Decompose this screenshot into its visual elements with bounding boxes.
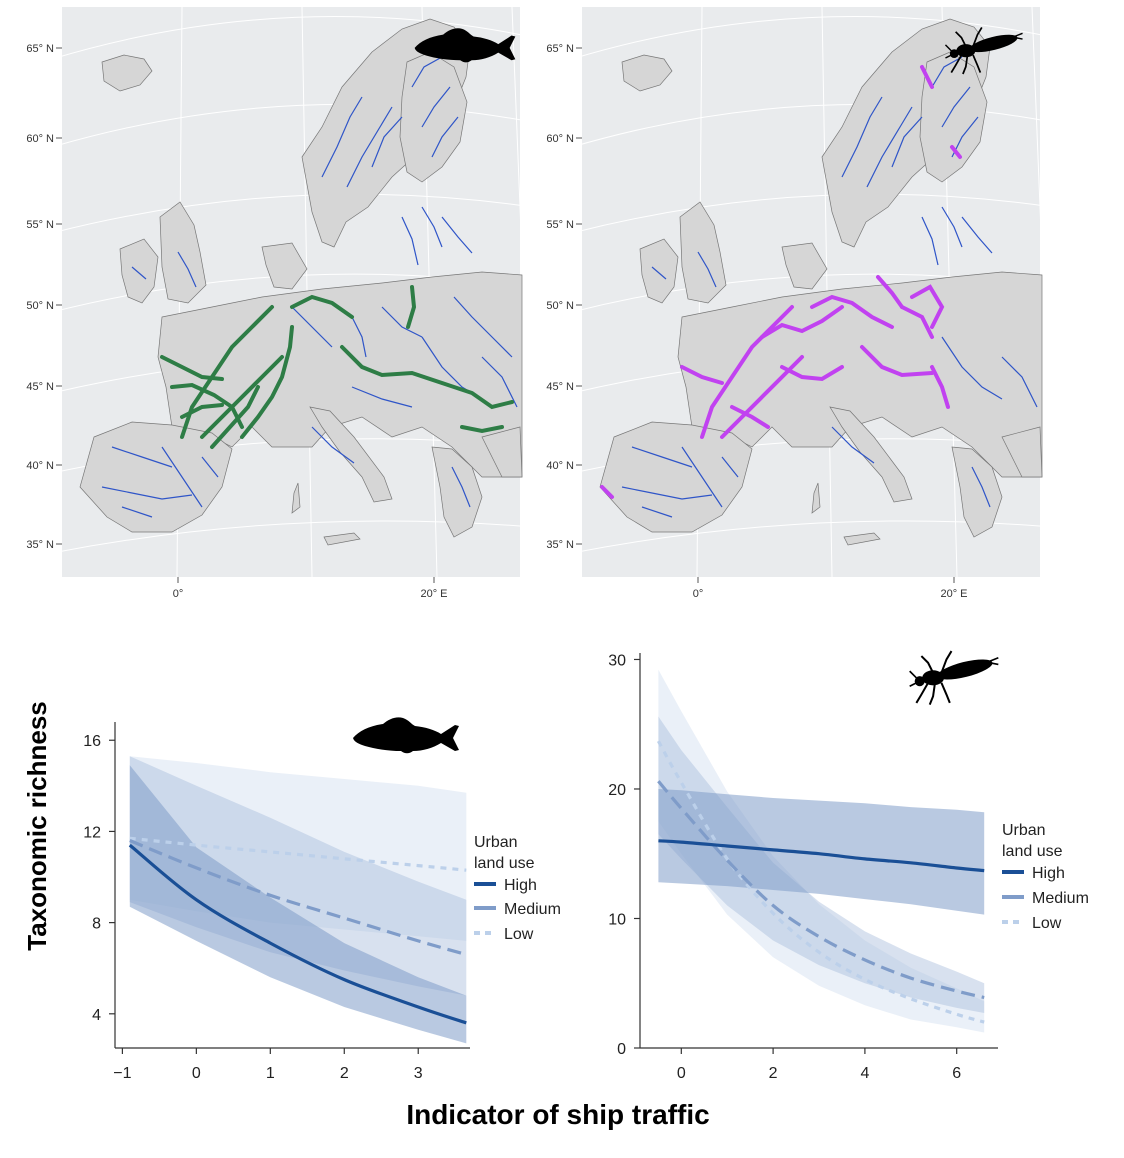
series-line-low — [656, 740, 985, 1024]
y-tick-label: 12 — [83, 824, 101, 841]
lat-label: 40° N — [546, 460, 574, 472]
lat-label: 55° N — [26, 219, 54, 231]
lat-label: 50° N — [546, 300, 574, 312]
x-tick-label: 4 — [860, 1065, 869, 1082]
legend-label-low: Low — [1032, 915, 1062, 932]
chart-invertebrate-axes: 0 10 20 30 0 2 4 6 — [608, 652, 998, 1082]
legend-label-medium: Medium — [504, 901, 561, 918]
x-tick-label: 2 — [769, 1065, 778, 1082]
y-tick-label: 4 — [92, 1007, 101, 1024]
chart-invertebrate-lines — [656, 740, 985, 1024]
lon-label: 0° — [173, 588, 184, 600]
fish-silhouette-icon — [353, 717, 459, 754]
confidence-band-medium — [129, 756, 467, 996]
lon-label: 20° E — [420, 588, 447, 600]
chart-fish-bands — [129, 756, 467, 1044]
lat-label: 35° N — [546, 539, 574, 551]
y-tick-label: 10 — [608, 911, 626, 928]
lat-label: 45° N — [26, 381, 54, 393]
lat-label: 65° N — [26, 43, 54, 55]
series-line-low — [129, 836, 467, 872]
lat-label: 35° N — [26, 539, 54, 551]
series-line-medium — [657, 780, 985, 1000]
insect-larva-silhouette-icon — [908, 649, 1000, 706]
x-tick-label: 0 — [677, 1065, 686, 1082]
legend-title: land use — [1002, 843, 1063, 860]
x-axis-title: Indicator of ship traffic — [406, 1099, 709, 1130]
x-tick-label: −1 — [113, 1065, 131, 1082]
map-invertebrate: 65° N 60° N 55° N 50° N 45° N 40° N 35° N 0° 20… — [546, 6, 1053, 600]
legend-title: land use — [474, 855, 535, 872]
legend-title: Urban — [474, 834, 518, 851]
river-network — [621, 56, 1038, 518]
chart-invertebrate-bands — [658, 669, 985, 1033]
y-tick-label: 0 — [617, 1041, 626, 1058]
legend-label-high: High — [504, 877, 537, 894]
lat-label: 45° N — [546, 381, 574, 393]
chart-fish-legend: Urban land use High Medium Low — [474, 834, 561, 943]
lat-label: 40° N — [26, 460, 54, 472]
y-tick-label: 8 — [92, 916, 101, 933]
lon-label: 0° — [693, 588, 704, 600]
x-tick-label: 0 — [192, 1065, 201, 1082]
highlight-rivers-invertebrate — [600, 65, 962, 499]
confidence-band-high — [129, 765, 467, 1044]
map-fish: 65° N 60° N 55° N 50° N 45° N 40° N 35° N 0° 20… — [26, 6, 533, 600]
lat-label: 60° N — [546, 133, 574, 145]
y-tick-label: 20 — [608, 782, 626, 799]
lon-label: 20° E — [940, 588, 967, 600]
x-tick-label: 1 — [266, 1065, 275, 1082]
x-tick-label: 6 — [952, 1065, 961, 1082]
lat-label: 65° N — [546, 43, 574, 55]
lat-label: 55° N — [546, 219, 574, 231]
lat-labels: 65° N 60° N 55° N 50° N 45° N 40° N 35° N — [26, 43, 62, 551]
series-line-medium — [129, 839, 467, 957]
legend-label-low: Low — [504, 926, 534, 943]
series-line-high — [658, 839, 985, 873]
chart-invertebrate: 0 10 20 30 0 2 4 6 Urban land use High Medium Low — [608, 649, 1089, 1082]
x-tick-label: 2 — [340, 1065, 349, 1082]
highlight-rivers-fish — [160, 285, 514, 449]
chart-fish-lines — [128, 836, 467, 1025]
legend-label-medium: Medium — [1032, 890, 1089, 907]
chart-invertebrate-legend: Urban land use High Medium Low — [1002, 822, 1089, 932]
lon-labels: 0° 20° E — [693, 577, 968, 600]
confidence-band-high — [658, 789, 985, 915]
series-line-high — [128, 843, 467, 1025]
y-axis-title: Taxonomic richness — [22, 701, 52, 951]
land-masses — [599, 18, 1043, 546]
lon-labels: 0° 20° E — [173, 577, 448, 600]
lat-label: 50° N — [26, 300, 54, 312]
x-tick-label: 3 — [414, 1065, 423, 1082]
y-tick-label: 16 — [83, 733, 101, 750]
legend-title: Urban — [1002, 822, 1046, 839]
lat-label: 60° N — [26, 133, 54, 145]
lat-labels: 65° N 60° N 55° N 50° N 45° N 40° N 35° N — [546, 43, 582, 551]
y-tick-label: 30 — [608, 652, 626, 669]
legend-label-high: High — [1032, 865, 1065, 882]
